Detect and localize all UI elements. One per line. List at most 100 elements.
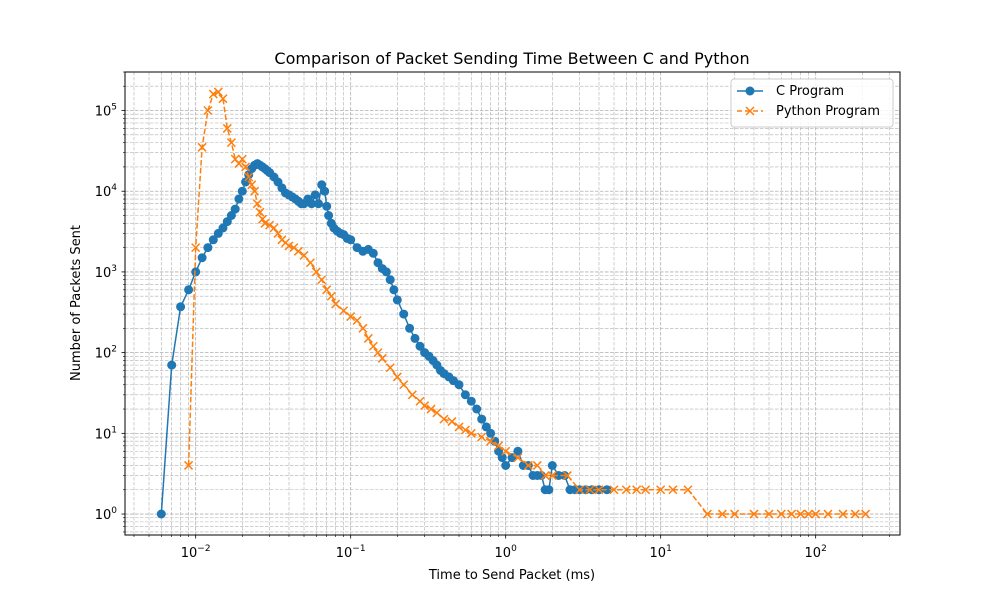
data-point [269,223,279,233]
data-point [339,306,349,316]
data-point [346,312,356,322]
data-point [203,243,213,253]
data-point [399,309,409,319]
data-point [513,446,523,456]
data-point [265,220,275,230]
data-point [203,105,213,116]
data-point [156,509,166,519]
data-point [322,285,332,295]
data-point [191,267,201,277]
data-point [311,267,321,277]
data-point [226,138,236,148]
data-point [523,460,533,470]
data-point [415,341,425,351]
data-point [322,201,332,211]
data-point [426,404,436,414]
chart-title: Comparison of Packet Sending Time Betwee… [274,49,749,68]
data-point [324,211,334,220]
data-point [532,460,542,470]
data-point [368,248,378,258]
legend-c-label: C Program [776,84,844,99]
data-point [481,422,491,432]
data-point [346,235,356,245]
y-tick-label: 105 [95,103,117,120]
data-point [392,295,402,305]
legend-box [730,78,894,128]
data-point [258,214,268,224]
data-point [447,417,457,427]
data-point [787,509,797,519]
data-point [237,186,247,196]
data-point [208,235,218,245]
data-point [544,485,554,495]
data-point [176,302,186,312]
data-point [358,323,368,333]
data-point [191,243,201,253]
data-point [796,509,806,519]
data-point [389,285,399,295]
data-point [284,241,294,251]
data-point [776,509,786,519]
data-point [314,199,323,209]
data-point [310,190,320,200]
data-point [454,380,464,390]
data-point [472,404,482,414]
data-point [439,414,449,424]
data-point [352,315,362,326]
x-tick-label: 10−2 [181,544,211,561]
data-point [609,485,619,495]
x-axis-label: Time to Send Packet (ms) [428,568,595,583]
data-point [460,390,470,400]
data-point [668,485,678,495]
data-point [486,436,496,446]
data-point [804,509,814,519]
data-point [861,509,871,519]
data-point [621,485,631,495]
legend: C Program Python Program [730,78,894,128]
y-tick-label: 100 [95,506,118,523]
data-point [331,299,341,309]
data-point [838,509,848,519]
data-point [494,441,504,451]
data-point [497,453,507,463]
y-tick-label: 102 [95,345,117,362]
data-point [547,471,557,481]
data-point [184,460,194,470]
data-point [575,485,585,495]
data-point [764,509,774,519]
data-point [307,199,317,209]
data-point [730,509,740,519]
data-point [299,250,309,260]
data-point [184,285,194,295]
data-point [477,432,487,442]
data-point [486,428,496,438]
data-point [410,333,420,343]
data-point [255,207,265,217]
data-point [230,204,240,214]
data-point [466,428,476,438]
data-point [683,485,693,495]
ticks: 10−2 10−1 100 101 102 100 101 102 103 104 105 [95,71,890,561]
data-point [213,87,223,97]
y-tick-label: 104 [95,183,118,200]
x-tick-label: 10−1 [336,544,366,561]
data-point [594,485,604,495]
data-point [326,291,336,301]
data-point [167,360,177,370]
legend-python-marker [745,106,755,116]
data-point [241,162,251,172]
data-point [385,275,395,285]
data-point [385,363,395,373]
data-point [218,94,228,104]
data-point [477,414,487,424]
data-point [208,89,218,99]
data-point [241,177,251,187]
data-point [602,485,612,495]
data-point [381,267,391,277]
data-point [717,509,727,519]
data-point [247,180,257,190]
data-point [632,485,642,495]
data-point [562,471,572,481]
data-point [466,396,476,406]
data-point [305,258,315,268]
